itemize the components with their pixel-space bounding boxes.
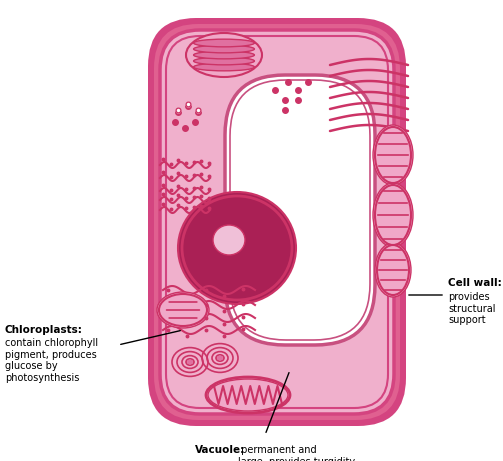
Ellipse shape: [217, 355, 223, 361]
Text: Chloroplasts:: Chloroplasts:: [5, 325, 83, 335]
Ellipse shape: [206, 377, 290, 413]
Ellipse shape: [194, 63, 255, 71]
Ellipse shape: [213, 225, 245, 255]
Ellipse shape: [375, 243, 411, 297]
Ellipse shape: [187, 360, 193, 365]
Ellipse shape: [373, 183, 413, 247]
Ellipse shape: [182, 196, 292, 300]
Text: Cell wall:: Cell wall:: [448, 278, 502, 288]
FancyBboxPatch shape: [148, 18, 406, 426]
FancyBboxPatch shape: [154, 24, 400, 420]
Text: contain chlorophyll
pigment, produces
glucose by
photosynthesis: contain chlorophyll pigment, produces gl…: [5, 338, 98, 383]
Ellipse shape: [373, 125, 413, 185]
Ellipse shape: [194, 57, 255, 65]
FancyBboxPatch shape: [225, 75, 375, 345]
Text: provides
structural
support: provides structural support: [448, 292, 495, 325]
Text: permanent and
large, provides turgidity: permanent and large, provides turgidity: [238, 445, 355, 461]
Ellipse shape: [186, 33, 262, 77]
Ellipse shape: [157, 292, 209, 328]
FancyBboxPatch shape: [160, 30, 394, 414]
Ellipse shape: [377, 245, 409, 295]
Ellipse shape: [194, 45, 255, 53]
Ellipse shape: [159, 294, 207, 326]
Ellipse shape: [375, 127, 411, 183]
Ellipse shape: [178, 192, 296, 304]
Ellipse shape: [194, 39, 255, 47]
Ellipse shape: [194, 51, 255, 59]
Ellipse shape: [375, 185, 411, 245]
Text: Vacuole:: Vacuole:: [195, 445, 245, 455]
